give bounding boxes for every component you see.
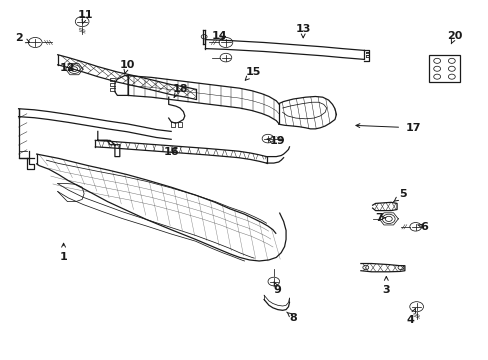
Text: 9: 9	[273, 282, 281, 295]
Text: 15: 15	[244, 67, 261, 80]
Text: 12: 12	[60, 63, 75, 73]
Text: 11: 11	[78, 10, 93, 23]
Text: 19: 19	[266, 136, 285, 146]
Text: 14: 14	[211, 31, 226, 41]
Text: 1: 1	[60, 243, 67, 262]
Text: 13: 13	[295, 24, 310, 38]
Text: 3: 3	[382, 276, 389, 295]
Text: 8: 8	[286, 312, 297, 323]
Text: 20: 20	[446, 31, 462, 44]
Text: 17: 17	[355, 123, 420, 133]
Text: 2: 2	[15, 33, 30, 43]
Text: 10: 10	[119, 60, 135, 73]
Text: 5: 5	[393, 189, 407, 202]
Text: 18: 18	[172, 84, 187, 97]
Bar	[428, 55, 459, 82]
Text: 4: 4	[406, 309, 415, 325]
Text: 7: 7	[374, 213, 385, 223]
Text: 16: 16	[163, 147, 179, 157]
Text: 6: 6	[417, 222, 427, 232]
